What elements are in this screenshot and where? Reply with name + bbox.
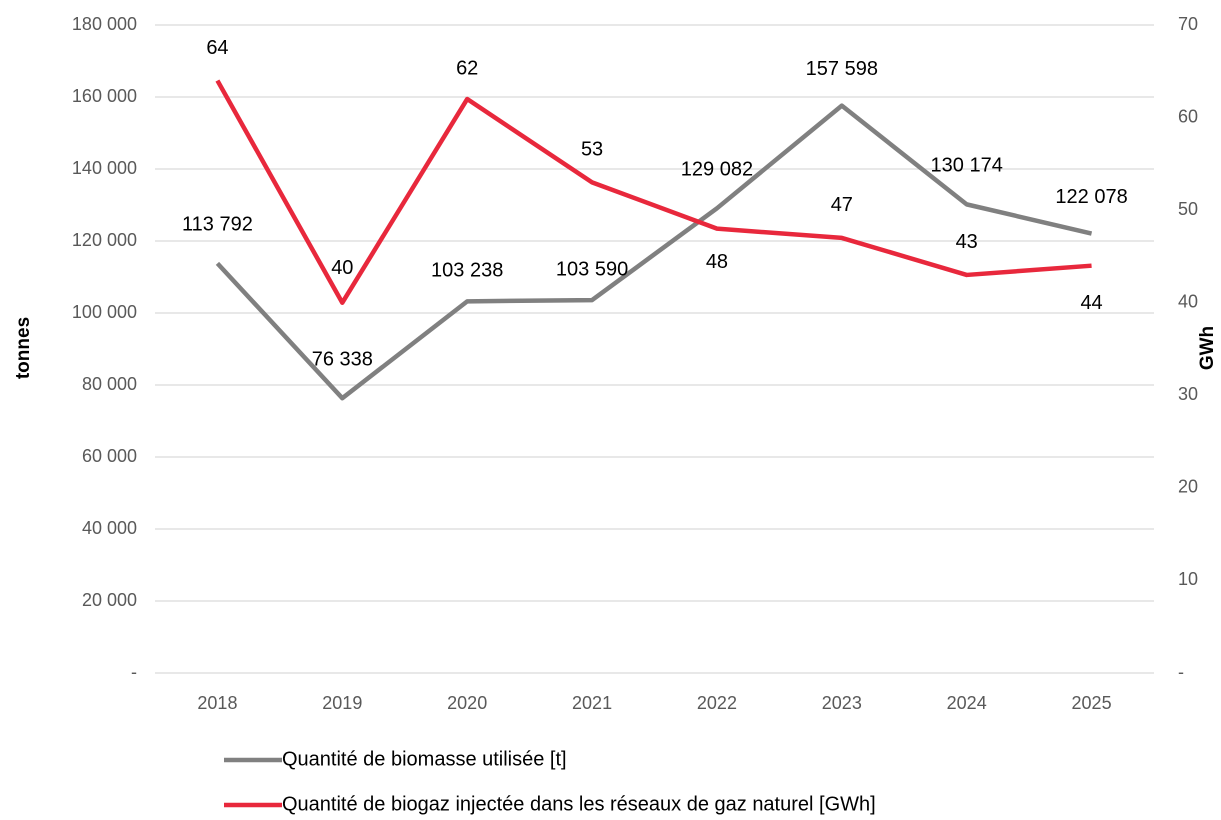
y2-tick-label: 60 xyxy=(1178,106,1198,126)
x-tick-label: 2021 xyxy=(572,693,612,713)
data-label: 44 xyxy=(1080,292,1102,314)
data-label: 64 xyxy=(206,37,228,59)
data-label: 47 xyxy=(831,194,853,216)
y-tick-label: 160 000 xyxy=(72,86,137,106)
data-label: 113 792 xyxy=(182,214,253,236)
y-tick-label: 60 000 xyxy=(82,446,137,466)
legend-label: Quantité de biogaz injectée dans les rés… xyxy=(282,793,876,815)
data-label: 103 590 xyxy=(556,258,628,280)
series-line xyxy=(215,103,1093,401)
data-label: 157 598 xyxy=(806,58,878,80)
data-label: 130 174 xyxy=(931,155,1003,177)
x-tick-label: 2025 xyxy=(1072,693,1112,713)
y-tick-label: 80 000 xyxy=(82,374,137,394)
x-tick-label: 2023 xyxy=(822,693,862,713)
data-label: 122 078 xyxy=(1055,186,1127,208)
x-tick-label: 2020 xyxy=(447,693,487,713)
x-tick-label: 2024 xyxy=(947,693,987,713)
y-tick-label: 120 000 xyxy=(72,230,137,250)
series-line xyxy=(215,79,1092,305)
data-label: 76 338 xyxy=(312,348,373,370)
legend-label: Quantité de biomasse utilisée [t] xyxy=(282,748,567,770)
x-tick-label: 2022 xyxy=(697,693,737,713)
x-tick-label: 2018 xyxy=(197,693,237,713)
data-label: 48 xyxy=(706,251,728,273)
data-label: 103 238 xyxy=(431,260,503,282)
data-label: 53 xyxy=(581,139,603,161)
y-tick-label: 100 000 xyxy=(72,302,137,322)
y2-tick-label: 50 xyxy=(1178,199,1198,219)
y-tick-label: 40 000 xyxy=(82,518,137,538)
x-tick-label: 2019 xyxy=(322,693,362,713)
data-label: 129 082 xyxy=(681,159,753,181)
y2-tick-label: 10 xyxy=(1178,569,1198,589)
y-tick-label: 140 000 xyxy=(72,158,137,178)
data-label: 40 xyxy=(331,257,353,279)
y2-axis-title: GWh xyxy=(1197,326,1218,370)
y2-tick-label: 20 xyxy=(1178,477,1198,497)
data-label: 43 xyxy=(956,231,978,253)
y2-tick-label: 30 xyxy=(1178,384,1198,404)
y2-tick-label: - xyxy=(1178,662,1184,682)
y-tick-label: 180 000 xyxy=(72,14,137,34)
data-label: 62 xyxy=(456,57,478,79)
y-tick-label: - xyxy=(131,662,137,682)
y2-tick-label: 40 xyxy=(1178,291,1198,311)
y-axis-title: tonnes xyxy=(13,317,34,379)
y-tick-label: 20 000 xyxy=(82,590,137,610)
y2-tick-label: 70 xyxy=(1178,14,1198,34)
